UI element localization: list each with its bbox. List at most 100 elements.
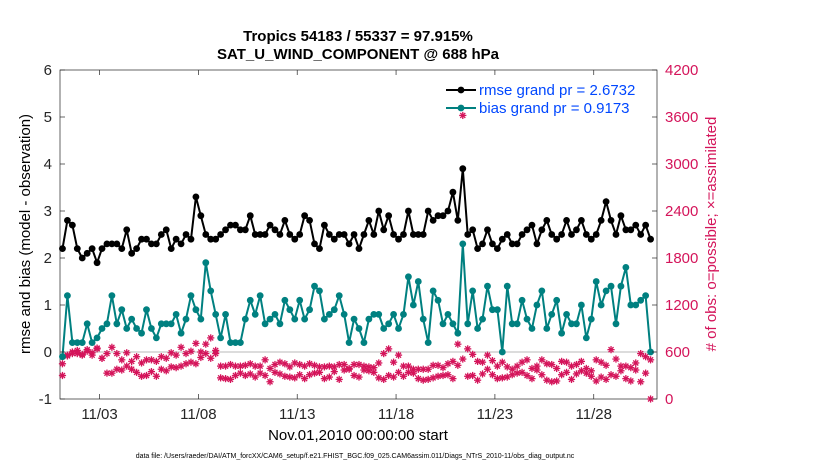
obs-assimilated-marker [469,371,477,380]
bias-point [222,311,229,318]
bias-point [330,306,338,314]
y-right-tick-label: 1800 [665,250,698,267]
obs-assimilated-marker [548,378,556,386]
obs-possible-marker [236,362,244,370]
bias-point [157,320,165,328]
bias-point [464,320,472,328]
rmse-point [330,235,338,243]
bias-point [316,287,323,295]
y-tick-label: 2 [44,250,52,267]
rmse-point [177,240,185,248]
obs-assimilated-marker [642,369,650,377]
obs-assimilated-marker [330,367,338,376]
bias-point [108,292,116,299]
bias-point [187,292,195,299]
obs-assimilated-marker [78,350,86,358]
obs-assimilated-marker [231,371,240,380]
obs-assimilated-marker [602,375,610,384]
rmse-point [577,217,585,224]
bias-point [207,287,215,295]
bias-point [286,306,294,314]
obs-assimilated-marker [627,377,635,385]
obs-possible-marker [128,357,136,365]
obs-possible-marker [147,356,156,364]
bias-point [306,306,313,314]
rmse-point [340,231,348,238]
obs-assimilated-marker [202,349,210,358]
obs-assimilated-marker [483,365,492,373]
obs-possible-marker [493,362,501,370]
bias-point [479,315,486,323]
bias-point [83,320,91,328]
y-tick-label: 0 [44,344,52,361]
obs-possible-marker [226,360,235,369]
bias-point [563,311,570,318]
obs-assimilated-marker [394,368,403,376]
rmse-point [454,217,462,224]
rmse-point [222,226,229,234]
bias-point [592,278,600,285]
rmse-point [360,231,368,238]
obs-possible-marker [192,339,200,347]
obs-assimilated-marker [617,367,625,375]
bias-point [103,320,111,328]
rmse-point [632,221,640,229]
rmse-point [296,231,304,238]
x-tick-label: 11/18 [378,406,414,423]
rmse-point [405,207,412,215]
rmse-point [563,217,570,224]
bias-point [469,287,477,295]
rmse-point [316,245,323,253]
obs-assimilated-marker [592,377,600,385]
y-right-tick-label: 600 [665,344,690,361]
rmse-point [88,245,96,253]
rmse-point [508,240,516,248]
rmse-point [395,235,402,243]
obs-assimilated-marker [518,368,526,376]
obs-possible-marker [553,364,561,373]
obs-possible-marker [474,357,482,365]
rmse-point [217,231,225,238]
obs-possible-marker [137,359,146,367]
bias-point [523,315,531,323]
obs-possible-marker [513,362,521,370]
y-tick-label: -1 [39,391,52,408]
bias-point [78,339,86,346]
rmse-point [558,231,566,238]
bias-point [296,296,304,304]
bias-point [350,315,358,323]
obs-possible-marker [642,353,650,361]
bias-point [622,264,630,271]
obs-assimilated-marker [612,372,620,380]
bias-point [558,329,566,337]
bias-point [612,320,620,328]
rmse-point [281,217,289,224]
x-tick-label: 11/13 [279,406,315,423]
chart-title-line-2: SAT_U_WIND_COMPONENT @ 688 hPa [217,46,500,63]
rmse-point [503,231,511,238]
bias-point [439,320,447,328]
obs-assimilated-marker [582,369,590,377]
bias-point [587,315,595,323]
bias-point [429,287,437,295]
obs-possible-marker [597,358,605,366]
obs-assimilated-marker [404,368,413,376]
plot-area [59,69,658,400]
bias-point [138,329,145,337]
rmse-point [276,231,284,238]
obs-assimilated-marker [335,375,343,384]
rmse-point [548,231,556,238]
bias-point [355,325,363,332]
rmse-point [266,221,274,229]
y-tick-label: 5 [44,109,52,126]
bias-point [177,329,185,337]
obs-possible-marker [113,349,121,358]
bias-point [88,339,96,346]
x-tick-label: 11/28 [576,406,612,423]
obs-possible-marker [281,360,289,368]
obs-possible-marker [286,363,294,371]
obs-assimilated-marker [197,353,205,362]
bias-point [508,320,516,328]
rmse-point [286,231,294,238]
bias-point [568,320,575,328]
